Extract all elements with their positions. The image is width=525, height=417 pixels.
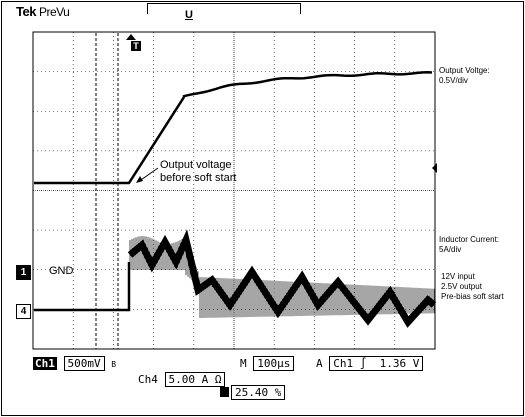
- record-position-bar: [147, 3, 301, 14]
- trigger-settings: Ch1 ∫ 1.36 V: [329, 356, 424, 371]
- graticule-border: [32, 31, 436, 350]
- ch4-scale-note: 5A/div: [439, 245, 462, 254]
- ch1-offset-icon: [432, 163, 437, 173]
- brand-name: Tek: [16, 4, 36, 19]
- condition-input: 12V input: [441, 272, 475, 281]
- trigger-slope-icon: ∫: [359, 357, 367, 370]
- ch1-readout[interactable]: Ch1 500mV B: [33, 356, 117, 372]
- trigger-level: 1.36 V: [379, 357, 420, 370]
- timebase-readout[interactable]: M 100µs: [240, 356, 295, 371]
- ch1-name: Ch1: [33, 357, 57, 370]
- condition-output: 2.5V output: [441, 282, 482, 291]
- current-trace-segment: [34, 262, 131, 312]
- gnd-label: GND: [49, 265, 74, 277]
- brand-mode: PreVu: [38, 5, 70, 19]
- condition-softstart: Pre-bias soft start: [441, 292, 504, 301]
- ch4-amps-per-div: 5.00 A Ω: [164, 372, 226, 387]
- trigger-position-marker: T: [131, 41, 141, 51]
- ch1-scale-note: 0.5V/div: [439, 76, 468, 85]
- ch1-volts-per-div: 500mV: [63, 356, 105, 371]
- ch4-ground-marker[interactable]: 4: [16, 304, 31, 319]
- brand-logo: Tek PreVu: [16, 4, 70, 19]
- current-trace-segment: [127, 229, 437, 328]
- ch1-coupling: B: [111, 360, 117, 369]
- annotation-line-2: before soft start: [160, 172, 237, 184]
- trigger-arrow-icon: [126, 34, 136, 40]
- annotation-line-1: Output voltage: [160, 159, 232, 171]
- inductor-current-trace: [34, 229, 437, 328]
- timebase-prefix: M: [240, 357, 247, 370]
- trigger-source: Ch1: [333, 357, 354, 370]
- ch4-name: Ch4: [138, 373, 158, 386]
- timebase-value: 100µs: [253, 356, 295, 371]
- annotation-arrow-head: [136, 176, 143, 183]
- ch4-title: Inductor Current:: [439, 235, 500, 244]
- ch4-readout[interactable]: Ch4 5.00 A Ω: [138, 372, 226, 387]
- trigger-u-marker: U: [185, 9, 193, 21]
- trigger-position-value: 25.40 %: [231, 385, 286, 400]
- trigger-readout[interactable]: A Ch1 ∫ 1.36 V: [316, 356, 424, 371]
- output-voltage-trace: [34, 71, 433, 185]
- ch1-title: Output Voltge:: [439, 66, 490, 75]
- trigger-pos-icon: [220, 387, 229, 397]
- ch1-ground-marker[interactable]: 1: [16, 265, 31, 280]
- trigger-position-readout[interactable]: 25.40 %: [231, 385, 286, 400]
- trigger-mode: A: [316, 357, 323, 370]
